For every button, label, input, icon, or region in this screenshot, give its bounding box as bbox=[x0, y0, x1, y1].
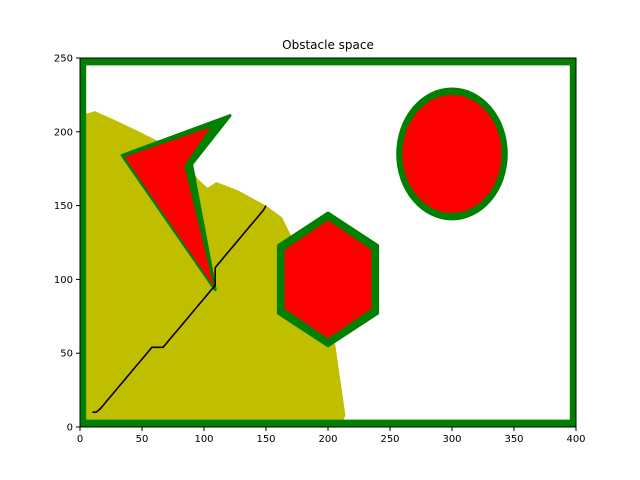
x-tick-label-50: 50 bbox=[136, 434, 149, 445]
x-tick-label-0: 0 bbox=[77, 434, 83, 445]
ellipse-obstacle bbox=[402, 94, 502, 213]
x-tick-label-250: 250 bbox=[380, 434, 399, 445]
plot-layer bbox=[80, 58, 576, 427]
boundary-wall-bottom bbox=[80, 419, 576, 427]
y-tick-label-150: 150 bbox=[54, 201, 73, 212]
path-line bbox=[92, 205, 267, 414]
x-tick-label-300: 300 bbox=[442, 434, 461, 445]
boundary-wall-top bbox=[80, 58, 576, 66]
y-tick-label-250: 250 bbox=[54, 54, 73, 65]
boundary-wall-left bbox=[80, 58, 87, 427]
y-tick-label-0: 0 bbox=[67, 423, 73, 434]
y-tick-label-100: 100 bbox=[54, 275, 73, 286]
x-tick-label-150: 150 bbox=[256, 434, 275, 445]
y-tick-label-200: 200 bbox=[54, 127, 73, 138]
hexagon-obstacle bbox=[284, 220, 372, 339]
x-tick-label-400: 400 bbox=[566, 434, 585, 445]
axes: 0 50 100 150 200 250 300 350 400 0 50 100 150 200 250 bbox=[54, 54, 586, 446]
x-tick-label-200: 200 bbox=[318, 434, 337, 445]
chart-title: Obstacle space bbox=[282, 38, 374, 52]
x-tick-label-350: 350 bbox=[504, 434, 523, 445]
y-tick-label-50: 50 bbox=[60, 349, 73, 360]
arrow-polygon-obstacle bbox=[124, 127, 214, 287]
boundary-wall-right bbox=[569, 58, 576, 427]
x-tick-label-100: 100 bbox=[194, 434, 213, 445]
